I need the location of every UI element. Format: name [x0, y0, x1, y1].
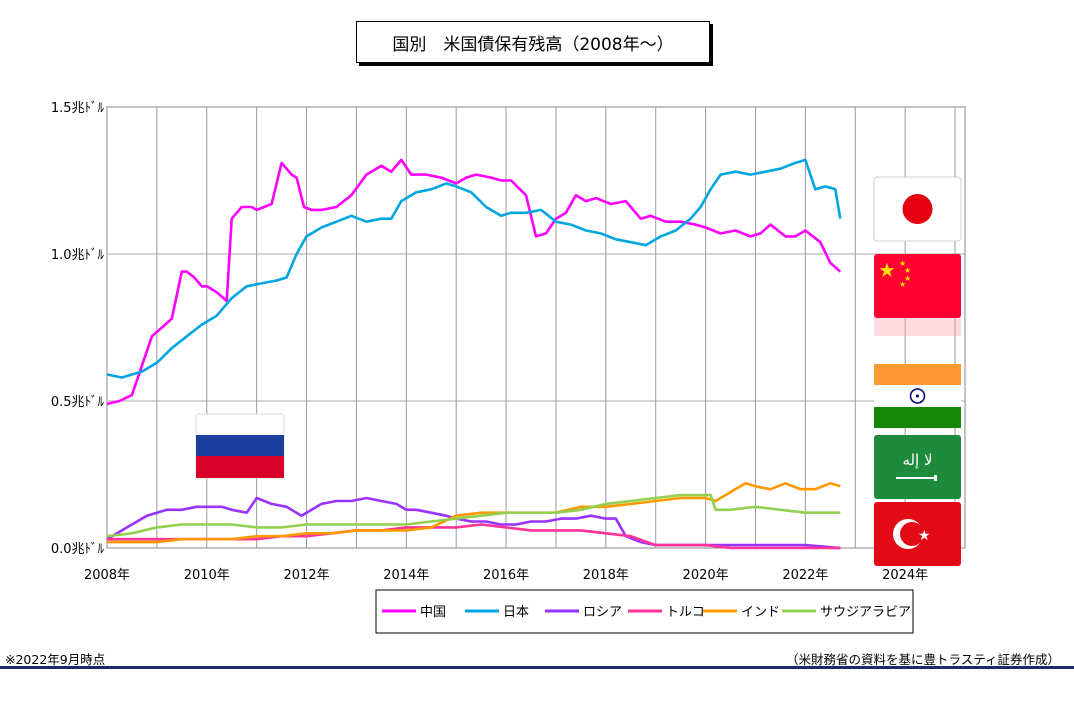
legend-label: 中国	[420, 605, 446, 620]
x-axis-ticks: 2008年 2010年 2012年 2014年 2016年 2018年 2020年 2022年…	[84, 568, 928, 583]
y-axis-ticks: 0.0兆ﾄﾞﾙ 0.5兆ﾄﾞﾙ 1.0兆ﾄﾞﾙ 1.5兆ﾄﾞﾙ	[51, 101, 105, 557]
china-flag-icon: ★ ★ ★ ★ ★	[874, 254, 961, 318]
india-flag-icon	[874, 364, 961, 428]
svg-text:★: ★	[918, 528, 931, 544]
source-note: （米財務省の資料を基に豊トラスティ証券作成）	[785, 652, 1060, 667]
legend-label: トルコ	[666, 605, 705, 620]
series-lines	[106, 158, 842, 550]
svg-text:★: ★	[904, 266, 911, 275]
x-tick-label: 2012年	[283, 568, 329, 583]
date-note: ※2022年9月時点	[5, 652, 106, 667]
svg-text:★: ★	[878, 258, 896, 282]
x-tick-label: 2020年	[683, 568, 729, 583]
japan-flag-icon	[873, 176, 962, 242]
legend-label: インド	[741, 605, 780, 620]
svg-text:★: ★	[899, 280, 906, 289]
saudi-arabia-flag-icon: ﻻ ﺇﻟﻪ	[874, 435, 961, 499]
footer-bar	[0, 666, 1074, 669]
y-tick-label: 1.0兆ﾄﾞﾙ	[51, 248, 105, 263]
y-tick-label: 1.5兆ﾄﾞﾙ	[51, 101, 105, 116]
russia-flag-icon	[195, 413, 285, 479]
x-tick-label: 2024年	[882, 568, 928, 583]
svg-text:★: ★	[899, 259, 906, 268]
series-line-日本	[106, 158, 842, 379]
series-line-サウジアラビア	[106, 493, 841, 538]
legend-label: サウジアラビア	[820, 605, 911, 620]
x-tick-label: 2016年	[483, 568, 529, 583]
x-tick-label: 2014年	[383, 568, 429, 583]
china-flag-reflection	[874, 318, 961, 336]
plot-area	[106, 106, 966, 549]
x-tick-label: 2010年	[184, 568, 230, 583]
y-tick-label: 0.0兆ﾄﾞﾙ	[51, 542, 105, 557]
x-tick-label: 2022年	[782, 568, 828, 583]
x-tick-label: 2008年	[84, 568, 130, 583]
legend-label: 日本	[503, 605, 529, 620]
chart-title: 国別 米国債保有残高（2008年～）	[356, 21, 710, 63]
svg-text:★: ★	[904, 274, 911, 283]
grid	[107, 107, 965, 548]
x-tick-label: 2018年	[583, 568, 629, 583]
svg-text:ﻻ ﺇﻟﻪ: ﻻ ﺇﻟﻪ	[902, 451, 932, 469]
turkey-flag-icon: ★	[874, 502, 961, 566]
series-line-中国	[106, 158, 842, 406]
y-tick-label: 0.5兆ﾄﾞﾙ	[51, 395, 105, 410]
legend-label: ロシア	[583, 605, 622, 620]
legend: 中国 日本 ロシア トルコ インド サウジアラビア	[375, 589, 914, 634]
